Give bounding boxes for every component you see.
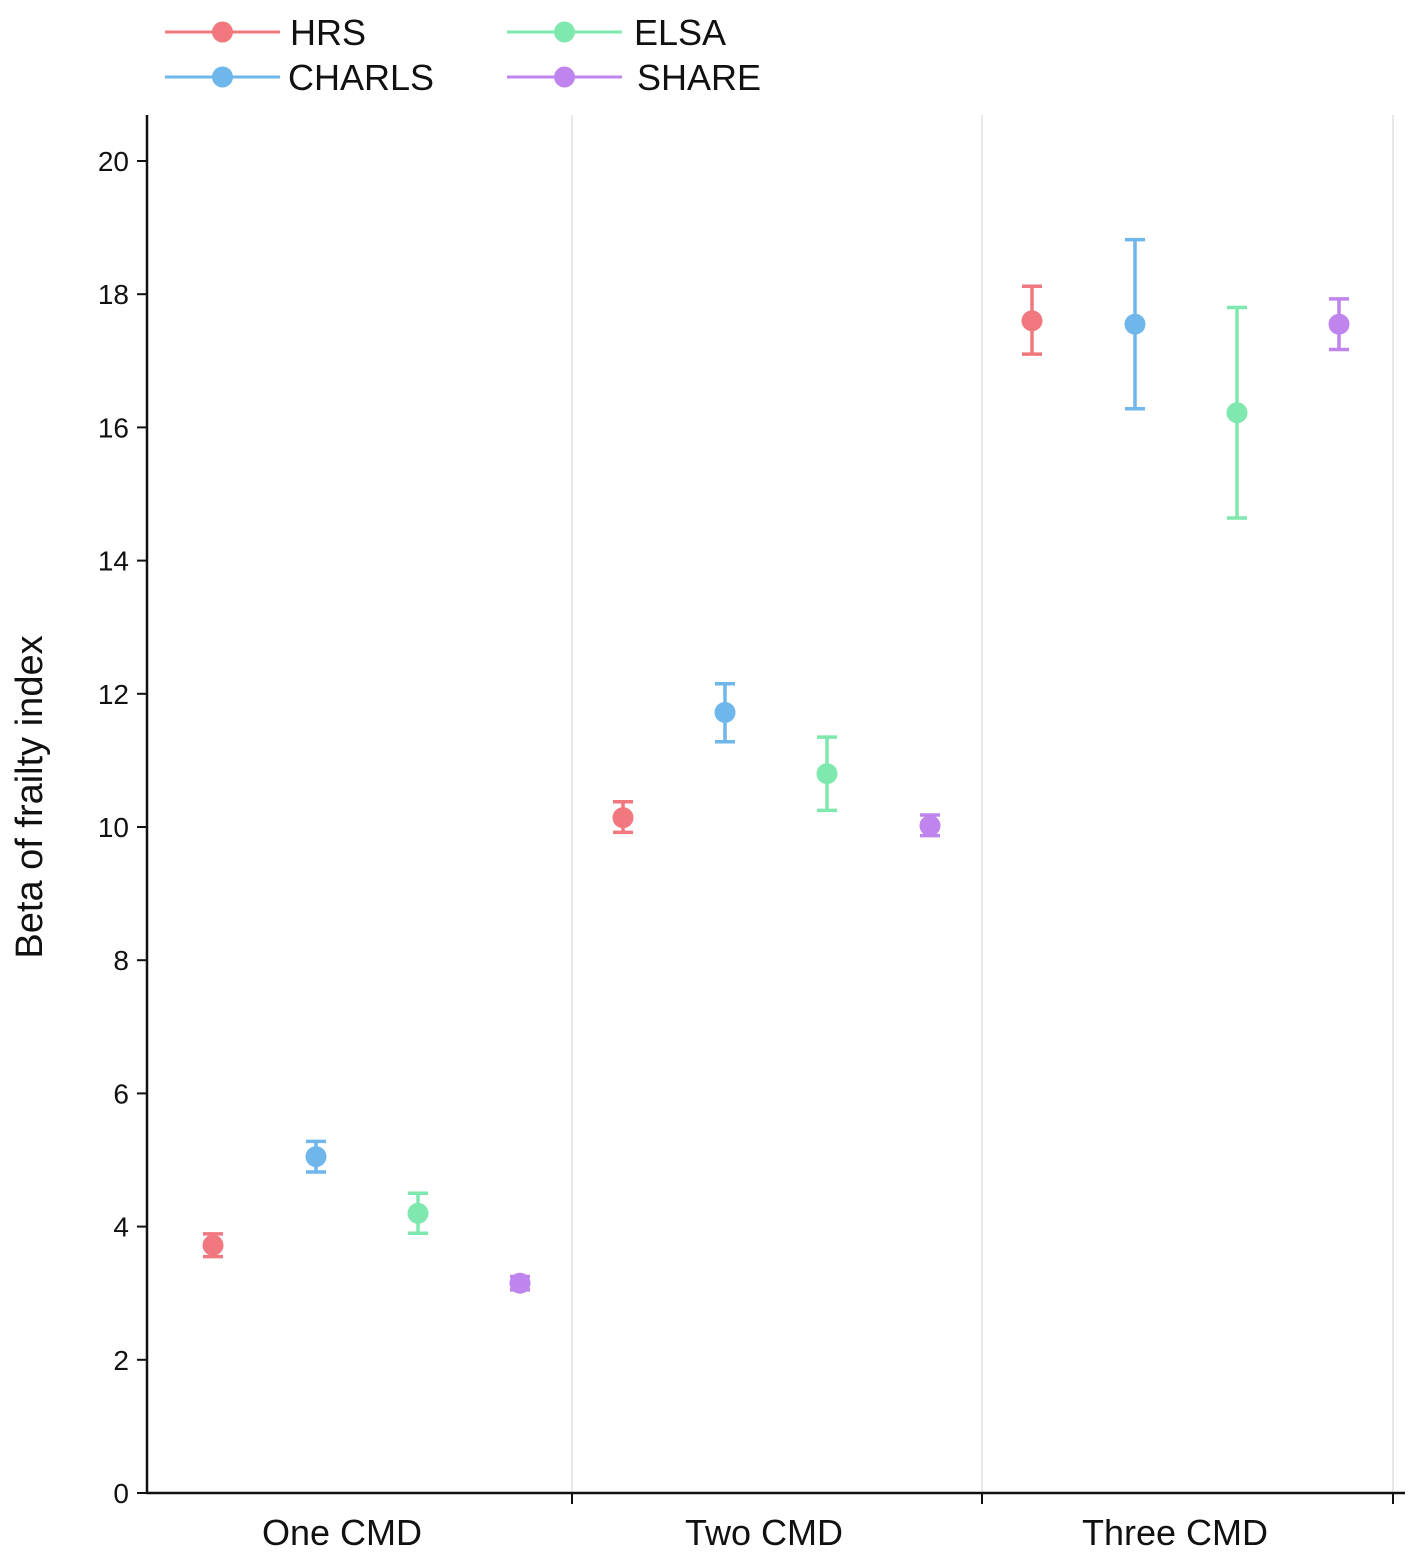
point-hrs-2 (612, 807, 634, 829)
point-share-1 (509, 1272, 531, 1294)
y-tick-label-4: 4 (113, 1212, 129, 1243)
series-hrs (202, 284, 1043, 1259)
y-tick-label-12: 12 (98, 679, 129, 710)
series-layer (202, 237, 1350, 1294)
legend-label-share: SHARE (637, 57, 761, 98)
y-tick-label-8: 8 (113, 945, 129, 976)
point-hrs-1 (202, 1234, 224, 1256)
legend-label-elsa: ELSA (634, 12, 726, 53)
legend-item-share: SHARE (507, 57, 761, 98)
point-share-3 (1328, 313, 1350, 335)
axis-layer: 0 2 4 6 8 10 12 14 16 18 20 One CMD Two CMD Three CMD… (9, 115, 1405, 1553)
legend-marker-share (554, 66, 575, 88)
y-tick-label-16: 16 (98, 412, 129, 443)
legend-label-charls: CHARLS (288, 57, 434, 98)
point-hrs-3 (1021, 310, 1043, 332)
y-axis-title: Beta of frailty index (9, 635, 51, 958)
y-tick-label-14: 14 (98, 546, 129, 577)
legend-label-hrs: HRS (290, 12, 366, 53)
point-elsa-2 (816, 763, 838, 785)
series-share (509, 297, 1350, 1294)
legend-marker-elsa (554, 21, 575, 43)
x-category-label-1: One CMD (262, 1512, 422, 1553)
series-elsa (407, 305, 1248, 1236)
point-charls-1 (305, 1146, 327, 1168)
grid-layer (571, 115, 1394, 1493)
legend-item-hrs: HRS (165, 12, 366, 53)
series-charls (305, 237, 1146, 1174)
legend-marker-charls (212, 66, 233, 88)
legend-item-elsa: ELSA (507, 12, 726, 53)
point-elsa-1 (407, 1202, 429, 1224)
point-share-2 (919, 815, 941, 837)
y-tick-label-6: 6 (113, 1078, 129, 1109)
y-tick-label-0: 0 (113, 1478, 129, 1509)
y-tick-label-10: 10 (98, 812, 129, 843)
y-tick-label-18: 18 (98, 279, 129, 310)
y-tick-label-2: 2 (113, 1345, 129, 1376)
x-category-label-3: Three CMD (1082, 1512, 1268, 1553)
point-elsa-3 (1226, 402, 1248, 424)
legend-marker-hrs (212, 21, 233, 43)
y-tick-label-20: 20 (98, 146, 129, 177)
legend-item-charls: CHARLS (165, 57, 434, 98)
point-charls-3 (1124, 313, 1146, 335)
x-category-label-2: Two CMD (685, 1512, 843, 1553)
point-charls-2 (714, 701, 736, 723)
